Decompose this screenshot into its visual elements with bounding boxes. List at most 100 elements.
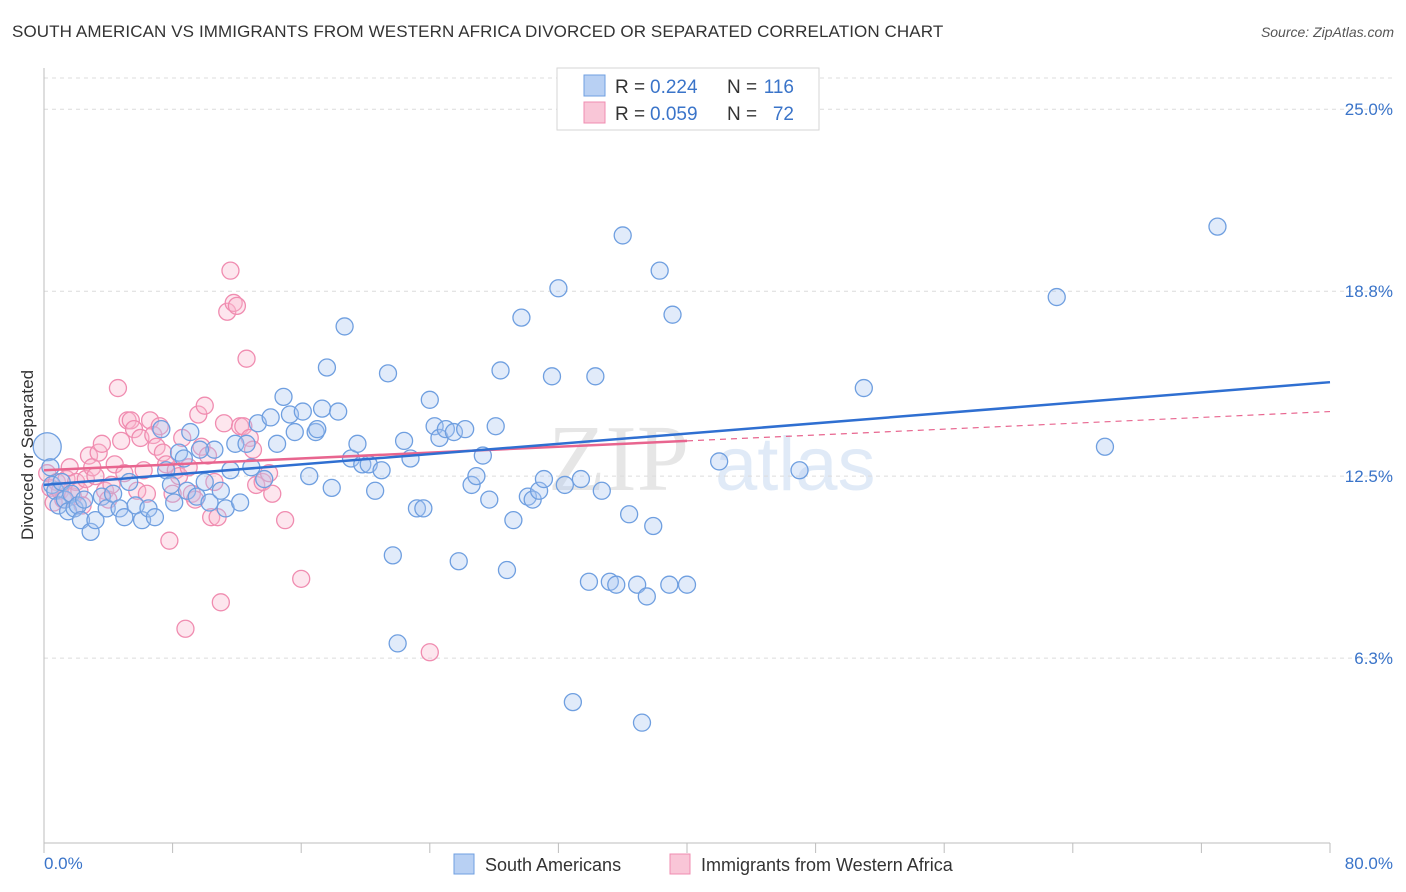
blue-point-98 — [586, 367, 605, 386]
blue-point-54 — [312, 399, 332, 418]
y-tick-label-2: 12.5% — [1345, 467, 1393, 486]
blue-point-72 — [420, 390, 439, 409]
pink-point-31 — [137, 484, 157, 503]
blue-point-109 — [660, 575, 679, 594]
blue-point-114 — [854, 378, 873, 398]
pink-point-43 — [176, 619, 195, 638]
blue-point-55 — [317, 358, 337, 377]
blue-point-27 — [161, 475, 181, 495]
blue-point-14 — [86, 510, 105, 530]
blue-point-31 — [177, 481, 197, 500]
x-tick-min: 0.0% — [44, 854, 83, 873]
trend-western-africa-extrapolated — [686, 410, 1331, 442]
gridlines — [44, 77, 1393, 659]
blue-point-64 — [372, 461, 391, 480]
blue-point-91 — [534, 469, 554, 489]
legend-n-value-2: 72 — [773, 104, 794, 125]
pink-point-51 — [202, 508, 221, 527]
axes — [43, 68, 1331, 853]
watermark: ZIP atlas — [548, 407, 876, 511]
legend-r-label-1: R = — [615, 77, 645, 98]
blue-point-87 — [512, 308, 531, 327]
series-legend: South Americans Immigrants from Western … — [453, 853, 954, 875]
blue-point-36 — [205, 440, 224, 459]
pink-point-62 — [237, 349, 256, 368]
pink-point-55 — [214, 414, 234, 433]
blue-point-15 — [92, 487, 112, 506]
correlation-legend: R = 0.224 N = 116 R = 0.059 N = 72 — [556, 67, 820, 131]
legend-n-label-1: N = — [727, 77, 757, 98]
pink-point-69 — [275, 510, 295, 530]
blue-point-92 — [542, 367, 562, 386]
legend-swatch-pink — [583, 101, 606, 124]
pink-point-17 — [92, 434, 112, 453]
blue-point-99 — [592, 481, 611, 500]
pink-point-71 — [420, 643, 439, 662]
blue-point-57 — [329, 402, 348, 421]
y-tick-labels: 25.0% 18.8% 12.5% 6.3% — [1345, 100, 1393, 668]
blue-point-65 — [378, 364, 398, 383]
pink-point-49 — [195, 396, 214, 415]
blue-point-105 — [632, 713, 652, 732]
bottom-legend-south-americans: South Americans — [485, 855, 621, 875]
blue-point-52 — [300, 466, 319, 486]
blue-point-51 — [293, 402, 312, 421]
pink-point-22 — [108, 378, 128, 398]
blue-point-78 — [456, 419, 475, 439]
blue-point-0 — [32, 432, 62, 462]
blue-point-66 — [383, 546, 402, 565]
trend-western-africa — [43, 439, 688, 472]
legend-r-value-2: 0.059 — [650, 104, 698, 125]
blue-point-82 — [480, 490, 499, 509]
pink-point-54 — [211, 593, 230, 612]
blue-point-68 — [394, 431, 414, 451]
blue-point-103 — [619, 505, 639, 524]
blue-point-110 — [663, 305, 682, 324]
blue-point-104 — [628, 575, 647, 594]
blue-point-47 — [267, 434, 287, 453]
blue-point-45 — [255, 469, 274, 489]
blue-point-13 — [81, 522, 100, 542]
blue-point-86 — [504, 510, 523, 530]
legend-n-label-2: N = — [727, 104, 757, 125]
pink-point-68 — [263, 484, 282, 503]
blue-point-32 — [181, 422, 200, 442]
blue-point-41 — [230, 493, 250, 512]
pink-point-23 — [112, 431, 131, 451]
pink-point-59 — [227, 296, 247, 316]
watermark-zip: ZIP — [548, 407, 689, 511]
blue-point-25 — [152, 419, 171, 439]
blue-point-119 — [190, 440, 210, 459]
blue-point-84 — [491, 361, 510, 380]
blue-point-20 — [120, 472, 139, 492]
blue-point-93 — [549, 279, 568, 298]
bottom-legend-swatch-blue — [453, 853, 475, 875]
blue-point-115 — [1047, 287, 1066, 307]
blue-point-88 — [518, 487, 538, 506]
blue-point-111 — [677, 575, 697, 594]
blue-point-112 — [710, 452, 729, 471]
blue-point-46 — [261, 408, 280, 427]
pink-point-36 — [153, 443, 173, 462]
legend-r-label-2: R = — [615, 104, 645, 125]
blue-point-60 — [348, 434, 367, 453]
blue-point-79 — [462, 475, 481, 495]
blue-point-108 — [650, 261, 669, 280]
legend-swatch-blue — [583, 74, 606, 97]
blue-point-90 — [529, 481, 549, 500]
blue-point-96 — [571, 469, 591, 489]
blue-point-37 — [211, 481, 230, 500]
blue-point-95 — [563, 692, 583, 712]
blue-point-12 — [75, 490, 94, 509]
pink-point-58 — [224, 293, 243, 313]
y-axis-label: Divorced or Separated — [18, 370, 37, 540]
y-tick-label-1: 18.8% — [1345, 282, 1393, 301]
blue-point-77 — [449, 552, 468, 571]
blue-point-53 — [306, 422, 325, 442]
blue-point-67 — [388, 634, 407, 653]
blue-point-118 — [308, 419, 327, 439]
pink-point-38 — [160, 531, 179, 550]
trend-south-americans — [43, 380, 1331, 487]
watermark-atlas: atlas — [715, 422, 876, 507]
